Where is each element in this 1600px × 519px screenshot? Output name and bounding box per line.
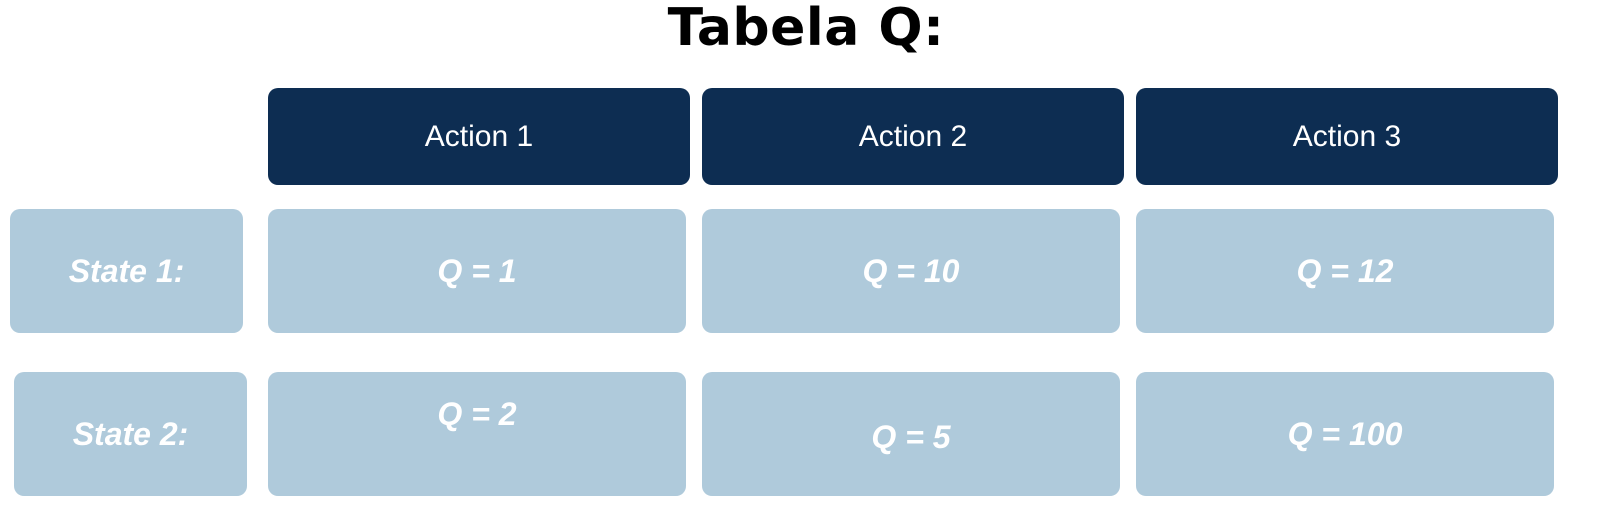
- header-action-3: Action 3: [1136, 88, 1558, 185]
- q-cell-s2-a2: Q = 5: [702, 372, 1120, 496]
- q-cell-s2-a3: Q = 100: [1136, 372, 1554, 496]
- header-action-2: Action 2: [702, 88, 1124, 185]
- q-cell-s2-a1: Q = 2: [268, 372, 686, 496]
- q-cell-s1-a2: Q = 10: [702, 209, 1120, 333]
- row-label-state-1: State 1:: [10, 209, 243, 333]
- row-label-state-2: State 2:: [14, 372, 247, 496]
- q-cell-s1-a1: Q = 1: [268, 209, 686, 333]
- header-action-1: Action 1: [268, 88, 690, 185]
- table-title: Tabela Q:: [667, 0, 945, 58]
- q-cell-s1-a3: Q = 12: [1136, 209, 1554, 333]
